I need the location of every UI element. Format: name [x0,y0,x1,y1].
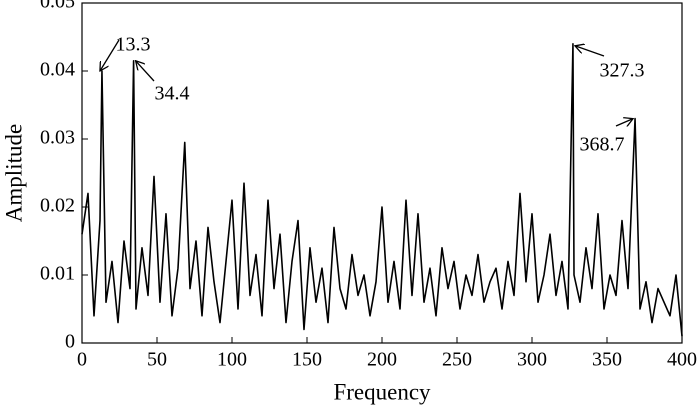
x-tick-label: 400 [667,349,697,371]
annotation-arrow [575,46,605,57]
peak-annotation: 34.4 [155,83,190,105]
x-tick-label: 350 [592,349,622,371]
peak-annotation: 368.7 [580,134,625,156]
y-tick-label: 0 [65,331,75,353]
peak-annotation: 327.3 [600,60,645,82]
x-tick-label: 250 [442,349,472,371]
annotation-arrow [615,119,633,126]
y-tick-label: 0.01 [40,263,75,285]
annotation-arrow [100,39,120,71]
y-tick-label: 0.05 [40,0,75,13]
x-tick-label: 0 [77,349,87,371]
x-tick-label: 200 [367,349,397,371]
x-tick-label: 50 [147,349,167,371]
spectrum-line [81,43,683,337]
plot-frame [81,2,683,344]
x-tick-label: 150 [292,349,322,371]
x-axis-label: Frequency [333,379,431,404]
y-tick-label: 0.03 [40,127,75,149]
x-tick-label: 100 [217,349,247,371]
x-tick-label: 300 [517,349,547,371]
annotation-arrow [136,61,155,82]
peak-annotation: 13.3 [116,34,151,56]
y-tick-label: 0.02 [40,195,75,217]
y-axis-label: Amplitude [1,124,26,222]
y-tick-label: 0.04 [40,59,75,81]
